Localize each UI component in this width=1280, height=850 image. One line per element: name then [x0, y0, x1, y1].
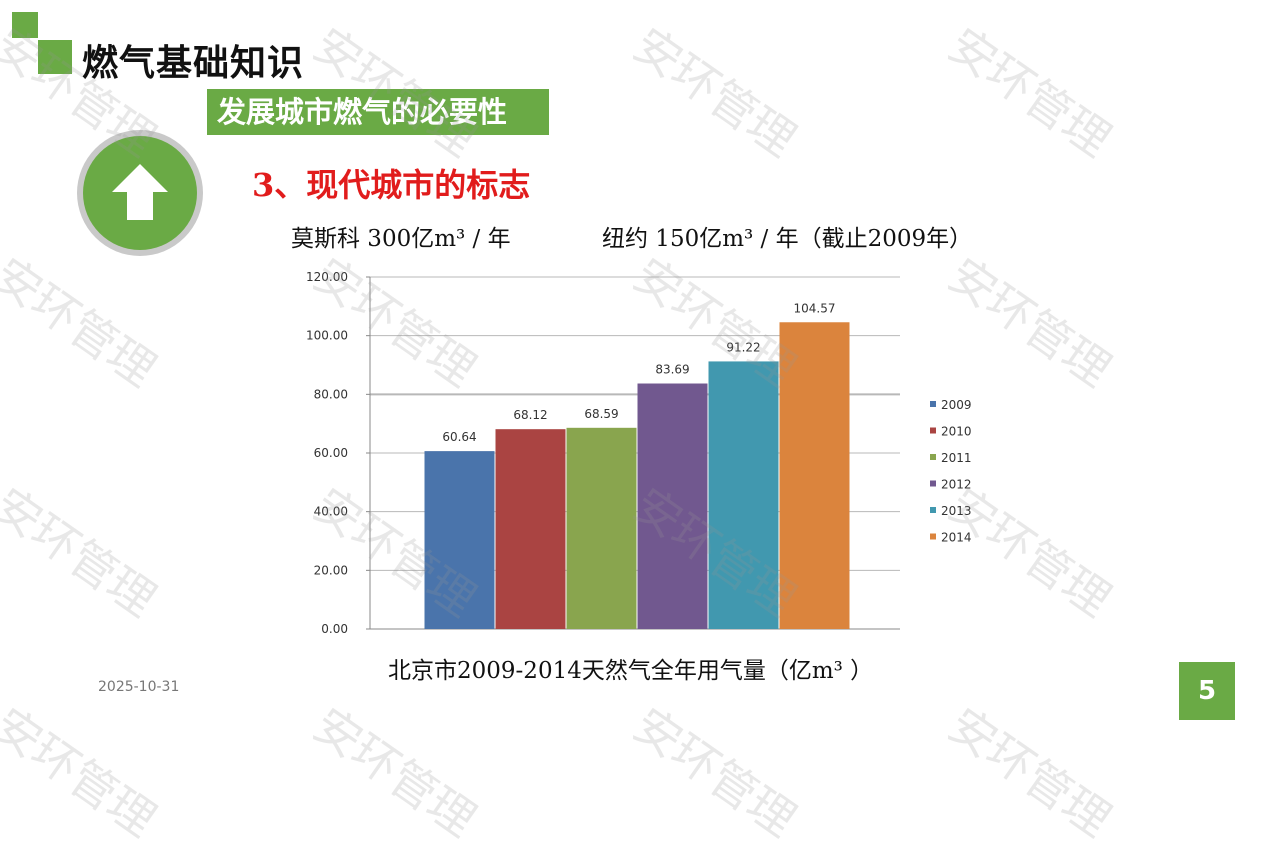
y-tick-label: 100.00: [306, 329, 348, 343]
legend-swatch: [930, 533, 936, 540]
legend-swatch: [930, 480, 936, 487]
legend-label: 2013: [941, 504, 972, 518]
bar-2011: [566, 427, 637, 629]
up-arrow-icon: [112, 164, 168, 220]
bar-chart: 0.00 20.00 40.00 60.00 80.00 100.00 120.00 60.6…: [306, 270, 972, 636]
y-tick-label: 20.00: [314, 563, 348, 577]
legend-swatch: [930, 454, 936, 460]
legend-label: 2014: [941, 531, 972, 545]
legend-swatch: [930, 507, 936, 513]
data-label: 68.59: [584, 407, 618, 421]
legend-swatch: [930, 401, 936, 407]
bar-2013: [708, 361, 779, 629]
legend-label: 2011: [941, 451, 972, 465]
newyork-consumption: 纽约 150亿m³ / 年（截止2009年）: [602, 226, 973, 252]
bar-2012: [637, 383, 708, 629]
section-heading: 3、现代城市的标志: [252, 166, 531, 204]
y-tick-label: 40.00: [314, 505, 348, 519]
chart-caption: 北京市2009-2014天然气全年用气量（亿m³ ）: [388, 658, 874, 684]
data-label: 91.22: [726, 340, 760, 354]
legend-swatch: [930, 427, 936, 434]
date-text: 2025-10-31: [98, 679, 180, 695]
bar-2014: [779, 322, 850, 629]
page-number: 5: [1179, 662, 1235, 720]
bar-2009: [424, 451, 495, 629]
data-label: 104.57: [794, 301, 836, 315]
subtitle-banner: 发展城市燃气的必要性: [207, 89, 549, 135]
moscow-consumption: 莫斯科 300亿m³ / 年: [291, 226, 511, 252]
y-tick-label: 80.00: [314, 387, 348, 401]
y-tick-label: 0.00: [321, 622, 348, 636]
page-title: 燃气基础知识: [82, 43, 305, 84]
corner-decoration: [12, 12, 38, 38]
legend-label: 2009: [941, 398, 972, 412]
data-label: 83.69: [655, 363, 689, 377]
bar-2010: [495, 429, 566, 629]
legend-label: 2012: [941, 478, 972, 492]
y-tick-label: 120.00: [306, 270, 348, 284]
title-square-icon: [38, 40, 72, 74]
data-label: 60.64: [442, 430, 476, 444]
y-tick-label: 60.00: [314, 446, 348, 460]
legend-label: 2010: [941, 425, 972, 439]
data-label: 68.12: [513, 408, 547, 422]
